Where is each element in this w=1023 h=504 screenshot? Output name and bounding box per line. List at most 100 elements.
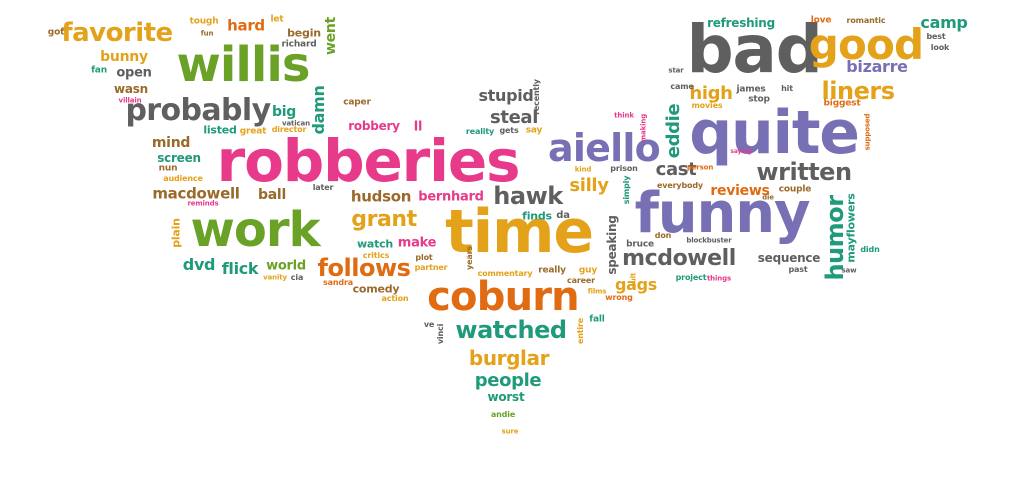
word-wasn: wasn bbox=[114, 82, 148, 96]
word-great: great bbox=[239, 126, 267, 137]
word-hit: hit bbox=[781, 84, 793, 93]
word-coburn: coburn bbox=[427, 274, 580, 320]
word-prison: prison bbox=[610, 164, 638, 173]
word-films: films bbox=[587, 287, 607, 296]
word-went: went bbox=[323, 17, 339, 55]
word-vanity: vanity bbox=[263, 273, 287, 282]
word-macdowell: macdowell bbox=[152, 184, 240, 203]
word-vinci: vinci bbox=[436, 323, 445, 345]
word-cult: cult bbox=[629, 272, 638, 288]
word-recently: recently bbox=[532, 79, 541, 115]
word-fan: fan bbox=[91, 65, 107, 76]
word-worst: worst bbox=[487, 390, 525, 404]
word-biggest: biggest bbox=[823, 98, 861, 109]
word-bizarre: bizarre bbox=[846, 57, 908, 76]
word-follows: follows bbox=[317, 254, 411, 282]
word-person: person bbox=[686, 163, 714, 172]
word-saying: saying bbox=[730, 148, 752, 155]
word-silly: silly bbox=[569, 175, 609, 196]
word-world: world bbox=[266, 258, 306, 274]
word-nun: nun bbox=[158, 163, 178, 174]
word-andie: andie bbox=[490, 410, 516, 419]
word-director: director bbox=[271, 125, 307, 134]
word-past: past bbox=[788, 265, 808, 274]
word-making: making bbox=[639, 113, 648, 143]
word-vatican: vatican bbox=[282, 119, 310, 128]
word-critics: critics bbox=[362, 251, 390, 260]
word-written: written bbox=[756, 158, 852, 186]
word-funny: funny bbox=[634, 181, 811, 246]
word-hawk: hawk bbox=[493, 182, 563, 210]
word-say: say bbox=[525, 125, 543, 136]
word-big: big bbox=[271, 104, 297, 120]
word-kind: kind bbox=[574, 165, 592, 174]
word-favorite: favorite bbox=[61, 18, 173, 48]
word-make: make bbox=[397, 235, 437, 251]
word-got: got bbox=[47, 27, 65, 38]
word-burglar: burglar bbox=[468, 346, 550, 370]
word-simply: simply bbox=[622, 175, 631, 205]
word-watch: watch bbox=[356, 237, 394, 251]
word-listed: listed bbox=[203, 123, 237, 137]
word-mayflowers: mayflowers bbox=[844, 193, 858, 263]
word-steal: steal bbox=[489, 107, 539, 128]
word-mind: mind bbox=[151, 135, 191, 151]
word-bad: bad bbox=[686, 11, 822, 88]
word-good: good bbox=[808, 20, 924, 69]
word-screen: screen bbox=[157, 151, 201, 165]
word-ball: ball bbox=[258, 187, 286, 203]
word-audience: audience bbox=[163, 174, 203, 183]
word-sequence: sequence bbox=[757, 251, 821, 265]
word-bernhard: bernhard bbox=[418, 189, 484, 205]
word-dvd: dvd bbox=[182, 255, 216, 274]
word-blockbuster: blockbuster bbox=[686, 236, 732, 245]
word-plain: plain bbox=[169, 218, 183, 248]
word-flick: flick bbox=[221, 259, 259, 278]
word-ll: ll bbox=[413, 119, 423, 135]
word-sandra: sandra bbox=[323, 278, 353, 287]
word-robbery: robbery bbox=[348, 119, 400, 133]
word-begin: begin bbox=[287, 26, 321, 40]
word-bruce: bruce bbox=[626, 239, 654, 250]
word-probably: probably bbox=[125, 93, 271, 128]
word-work: work bbox=[190, 202, 320, 258]
word-camp: camp bbox=[920, 13, 968, 32]
word-cast: cast bbox=[655, 159, 697, 180]
word-mcdowell: mcdowell bbox=[622, 246, 736, 271]
word-gets: gets bbox=[499, 126, 519, 135]
word-speaking: speaking bbox=[605, 215, 619, 275]
word-saw: saw bbox=[841, 266, 857, 275]
word-cia: cia bbox=[290, 273, 304, 282]
word-action: action bbox=[381, 294, 409, 303]
word-richard: richard bbox=[281, 39, 317, 50]
word-damn: damn bbox=[309, 85, 328, 135]
word-watched: watched bbox=[455, 316, 567, 344]
word-aiello: aiello bbox=[547, 126, 661, 170]
word-sure: sure bbox=[501, 427, 519, 436]
word-die: die bbox=[762, 193, 774, 202]
word-didn: didn bbox=[860, 245, 880, 254]
word-eddie: eddie bbox=[663, 103, 684, 159]
word-high: high bbox=[689, 83, 733, 104]
word-project: project bbox=[675, 273, 707, 282]
word-liners: liners bbox=[821, 77, 895, 105]
word-time: time bbox=[445, 197, 594, 267]
word-willis: willis bbox=[176, 37, 311, 93]
word-star: star bbox=[668, 66, 684, 75]
word-grant: grant bbox=[351, 207, 417, 232]
word-comedy: comedy bbox=[352, 282, 400, 296]
word-tough: tough bbox=[189, 16, 219, 27]
word-finds: finds bbox=[522, 209, 552, 223]
word-reminds: reminds bbox=[187, 199, 219, 208]
word-partner: partner bbox=[414, 263, 448, 272]
word-let: let bbox=[270, 14, 284, 25]
word-wrong: wrong bbox=[605, 293, 633, 302]
word-hudson: hudson bbox=[350, 187, 412, 206]
word-best: best bbox=[926, 32, 946, 41]
word-bunny: bunny bbox=[100, 49, 148, 65]
word-romantic: romantic bbox=[846, 16, 886, 25]
word-refreshing: refreshing bbox=[707, 16, 775, 30]
word-plot: plot bbox=[415, 253, 433, 262]
word-stop: stop bbox=[748, 94, 770, 105]
